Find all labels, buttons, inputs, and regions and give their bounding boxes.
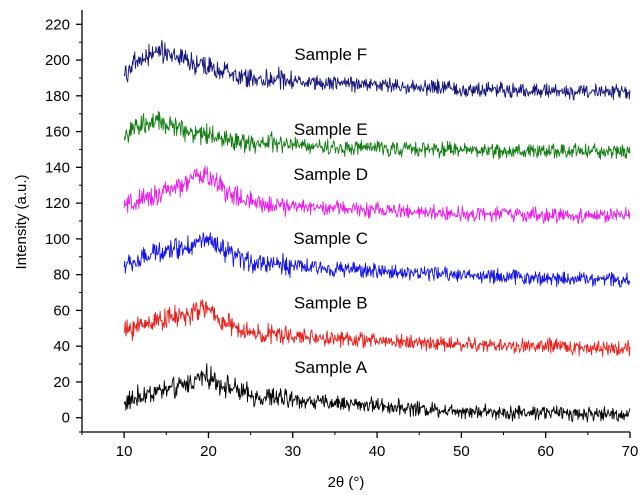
y-tick-label: 220 (45, 16, 70, 33)
axes-layer: 0 20 40 60 80 100 120 140 160 180 200 220 10 20 30 40 50… (45, 10, 638, 460)
y-tick-label: 120 (45, 195, 70, 212)
series-label-sample-e: Sample E (294, 120, 368, 139)
y-axis-title: Intensity (a.u.) (13, 174, 30, 269)
x-tick-label: 70 (622, 443, 639, 460)
series-label-sample-c: Sample C (293, 229, 368, 248)
y-tick-label: 180 (45, 88, 70, 105)
x-tick-label: 10 (116, 443, 133, 460)
y-tick-label: 200 (45, 52, 70, 69)
x-tick-label: 20 (200, 443, 217, 460)
series-label-sample-f: Sample F (294, 45, 367, 64)
x-tick-label: 60 (537, 443, 554, 460)
x-tick-label: 30 (284, 443, 301, 460)
y-tick-label: 40 (53, 338, 70, 355)
y-tick-label: 0 (62, 410, 70, 427)
y-tick-label: 100 (45, 231, 70, 248)
series-line-sample-f (123, 39, 631, 101)
series-label-sample-a: Sample A (294, 358, 367, 377)
x-tick-label: 50 (453, 443, 470, 460)
y-tick-label: 140 (45, 159, 70, 176)
series-label-sample-d: Sample D (293, 165, 368, 184)
y-tick-label: 60 (53, 302, 70, 319)
series-line-sample-a (123, 363, 631, 423)
y-tick-label: 80 (53, 267, 70, 284)
y-tick-label: 20 (53, 374, 70, 391)
series-line-sample-d (123, 165, 631, 224)
series-labels: Sample A Sample B Sample C Sample D Sample E… (293, 45, 368, 377)
series-layer (123, 39, 631, 423)
series-line-sample-e (123, 110, 631, 160)
series-line-sample-b (123, 299, 631, 357)
y-tick-label: 160 (45, 124, 70, 141)
x-axis-title: 2θ (°) (328, 474, 365, 491)
series-label-sample-b: Sample B (294, 294, 368, 313)
x-tick-label: 40 (369, 443, 386, 460)
series-line-sample-c (123, 232, 631, 288)
